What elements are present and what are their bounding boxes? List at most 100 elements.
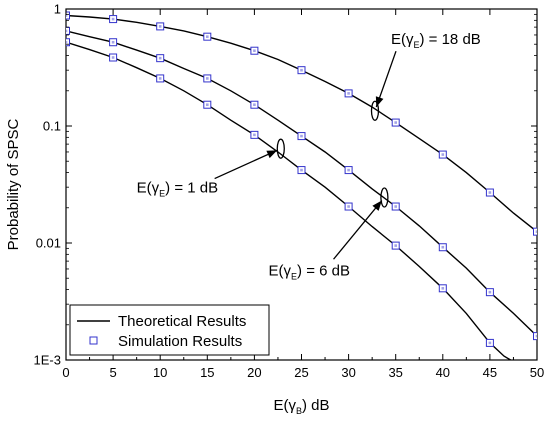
- x-tick-label-2: 10: [153, 365, 167, 380]
- series-0-marker-2-center: [158, 77, 162, 80]
- series-1-marker-2: [156, 54, 165, 63]
- series-0-marker-0-center: [66, 40, 68, 44]
- x-tick-label-5: 25: [294, 365, 308, 380]
- series-2-marker-7: [391, 118, 400, 127]
- annotation-label-0: E(γE) = 18 dB: [391, 31, 481, 50]
- series-0-marker-5: [297, 166, 306, 175]
- series-2-marker-9: [485, 188, 494, 197]
- annotation-ellipse-1: [276, 138, 285, 159]
- series-0-marker-0: [66, 38, 70, 47]
- series-1-marker-2-center: [158, 56, 162, 60]
- x-axis-label-tail: ) dB: [302, 397, 330, 414]
- annotation-label-0-tail: ) = 18 dB: [420, 31, 481, 48]
- series-2-marker-10: [533, 227, 537, 236]
- y-tick-label-3: 1: [54, 2, 61, 17]
- series-0-marker-1: [109, 53, 118, 62]
- series-1-marker-5: [297, 132, 306, 141]
- annotation-label-2-main: E(γ: [269, 262, 292, 279]
- series-0-marker-4-center: [253, 133, 256, 137]
- series-0-marker-2: [156, 74, 165, 83]
- y-tick-label-2: 0.1: [43, 119, 61, 134]
- annotation-ellipse-2: [380, 187, 389, 208]
- series-2-marker-5: [297, 66, 306, 75]
- series-1-marker-7-center: [394, 205, 397, 208]
- series-2-marker-2-center: [158, 25, 162, 28]
- x-tick-label-7: 35: [388, 365, 402, 380]
- annotation-label-0-sub: E: [413, 40, 419, 50]
- series-1-marker-9-center: [488, 290, 492, 294]
- y-tick-label-0: 1E-3: [34, 353, 61, 368]
- annotation-label-1-tail: ) = 1 dB: [165, 180, 218, 197]
- y-tick-label-1: 0.01: [36, 236, 61, 251]
- series-2-marker-3: [203, 32, 212, 41]
- x-tick-label-10: 50: [530, 365, 544, 380]
- annotation-label-1-sub: E: [159, 189, 165, 199]
- legend-label-simulation: Simulation Results: [118, 333, 242, 350]
- x-axis-label: E(γB) dB: [273, 397, 329, 416]
- series-2-marker-8-center: [441, 153, 445, 156]
- x-tick-label-3: 15: [200, 365, 214, 380]
- series-0-marker-7-center: [394, 244, 397, 247]
- legend-marker-sample: [89, 336, 98, 345]
- series-2-marker-4-center: [253, 49, 256, 53]
- annotation-label-2-sub: E: [291, 271, 297, 281]
- annotation-arrow-1-shaft: [214, 149, 278, 180]
- series-1-marker-6-center: [347, 168, 350, 172]
- series-1-marker-0-center: [66, 29, 68, 33]
- series-1-marker-4-center: [253, 103, 256, 107]
- annotation-arrow-2-head: [372, 200, 382, 211]
- annotation-arrow-1-head: [266, 150, 278, 159]
- series-1-marker-7: [391, 202, 400, 211]
- series-0-marker-9: [485, 338, 494, 347]
- series-1-marker-5-center: [300, 134, 303, 138]
- series-2-marker-1: [109, 15, 118, 24]
- series-0-marker-4: [250, 130, 259, 139]
- series-2-marker-6: [344, 89, 353, 98]
- series-2-marker-10-center: [535, 230, 537, 233]
- series-0-marker-3-center: [206, 103, 209, 107]
- annotation-label-1-main: E(γ: [137, 180, 160, 197]
- series-0-marker-5-center: [300, 168, 303, 172]
- series-0-marker-9-center: [488, 341, 492, 345]
- series-0-marker-8: [438, 284, 447, 293]
- series-1-marker-3: [203, 74, 212, 83]
- legend-box: [69, 304, 270, 356]
- series-1-marker-9: [485, 288, 494, 297]
- annotation-label-2: E(γE) = 6 dB: [269, 262, 350, 281]
- annotation-arrow-2-shaft: [333, 200, 383, 260]
- legend-label-theoretical: Theoretical Results: [118, 313, 246, 330]
- annotation-label-2-tail: ) = 6 dB: [297, 262, 350, 279]
- series-0-marker-1-center: [111, 56, 115, 59]
- x-axis-label-sub: B: [296, 406, 302, 416]
- x-tick-label-6: 30: [341, 365, 355, 380]
- series-1-marker-0: [66, 26, 70, 35]
- series-1-marker-8-center: [441, 245, 445, 249]
- x-axis-label-main: E(γ: [273, 397, 296, 414]
- series-2-marker-5-center: [300, 68, 303, 72]
- series-2-marker-4: [250, 46, 259, 55]
- series-1-marker-4: [250, 100, 259, 109]
- series-2-marker-2: [156, 22, 165, 31]
- series-2-marker-8: [438, 150, 447, 159]
- series-2-marker-1-center: [111, 17, 115, 21]
- series-2-marker-7-center: [394, 121, 397, 124]
- series-1-marker-10-center: [535, 334, 537, 338]
- y-axis: 1E-3 0.01 0.1 1: [34, 2, 537, 368]
- series-0-marker-6: [344, 202, 353, 211]
- series-1-marker-1: [109, 38, 118, 47]
- series-1-marker-6: [344, 166, 353, 175]
- x-tick-label-8: 40: [436, 365, 450, 380]
- annotation-ellipse-0: [370, 100, 380, 121]
- series-1-marker-1-center: [111, 40, 115, 44]
- x-tick-label-4: 20: [247, 365, 261, 380]
- annotation-label-0-main: E(γ: [391, 31, 414, 48]
- x-tick-label-9: 45: [483, 365, 497, 380]
- y-axis-label: Probability of SPSC: [5, 118, 22, 250]
- series-2-marker-0: [66, 11, 70, 20]
- legend: Theoretical Results Simulation Results: [69, 304, 270, 356]
- series-2-marker-9-center: [488, 191, 492, 194]
- x-tick-label-1: 5: [109, 365, 116, 380]
- annotation-label-1: E(γE) = 1 dB: [137, 180, 218, 199]
